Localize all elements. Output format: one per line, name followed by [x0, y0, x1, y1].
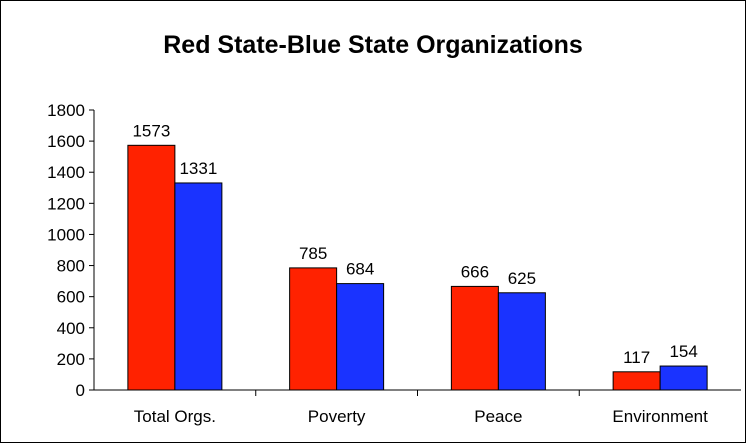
- bar-value-label: 785: [299, 244, 327, 263]
- bar-value-label: 666: [461, 262, 489, 281]
- x-category-label: Poverty: [308, 407, 366, 426]
- bar-value-label: 1331: [179, 159, 217, 178]
- y-tick-label: 800: [57, 257, 85, 276]
- bar: [612, 371, 661, 391]
- y-tick-label: 0: [76, 381, 85, 400]
- chart-title: Red State-Blue State Organizations: [163, 31, 583, 59]
- y-tick-label: 1600: [47, 132, 85, 151]
- bar: [174, 182, 223, 391]
- bar-value-label: 1573: [132, 121, 170, 140]
- y-tick-label: 1400: [47, 163, 85, 182]
- x-category-label: Total Orgs.: [134, 407, 216, 426]
- bar: [127, 144, 176, 391]
- bar: [659, 365, 708, 391]
- bar: [497, 292, 546, 391]
- y-tick-label: 200: [57, 350, 85, 369]
- bar: [336, 283, 385, 391]
- y-tick-label: 1000: [47, 225, 85, 244]
- bar-value-label: 117: [623, 348, 650, 367]
- x-category-label: Peace: [474, 407, 522, 426]
- bar: [450, 285, 499, 391]
- bar: [289, 267, 338, 391]
- bar-value-label: 154: [669, 342, 697, 361]
- bar-value-label: 625: [508, 269, 536, 288]
- y-tick-label: 400: [57, 319, 85, 338]
- y-tick-label: 1800: [47, 101, 85, 120]
- y-tick-label: 600: [57, 288, 85, 307]
- bar-value-label: 684: [346, 260, 374, 279]
- x-category-label: Environment: [612, 407, 708, 426]
- y-tick-label: 1200: [47, 194, 85, 213]
